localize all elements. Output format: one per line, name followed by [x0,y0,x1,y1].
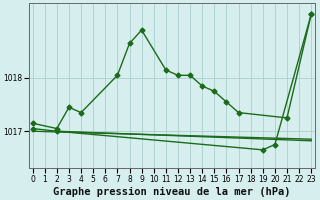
X-axis label: Graphe pression niveau de la mer (hPa): Graphe pression niveau de la mer (hPa) [53,186,291,197]
